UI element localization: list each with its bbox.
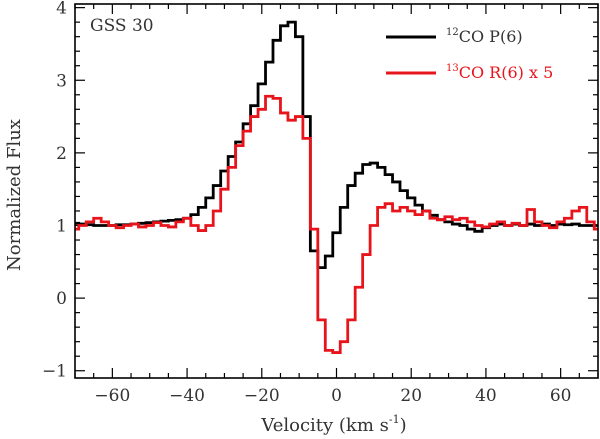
y-tick-label: 1 — [56, 216, 67, 236]
series-layer — [75, 20, 598, 354]
x-axis-title-sup: -1 — [389, 413, 400, 426]
legend-text-12co: CO P(6) — [459, 27, 523, 46]
legend-sup-12co: 12 — [446, 27, 459, 38]
y-axis-title: Normalized Flux — [4, 119, 25, 271]
x-tick-label: 40 — [475, 386, 497, 406]
x-tick-label: 0 — [331, 386, 342, 406]
y-tick-label: −1 — [42, 362, 67, 382]
series-12co-line — [75, 20, 598, 270]
x-tick-label: −60 — [94, 386, 130, 406]
y-tick-label: 3 — [56, 71, 67, 91]
legend-sup-13co: 13 — [446, 63, 459, 74]
x-tick-label: 60 — [550, 386, 572, 406]
x-tick-label: −20 — [244, 386, 280, 406]
legend-text-13co: CO R(6) x 5 — [459, 63, 554, 82]
y-tick-label: 2 — [56, 144, 67, 164]
x-axis-title-close: ) — [400, 415, 407, 436]
x-tick-label: 20 — [400, 386, 422, 406]
x-axis-title-base: Velocity (km s — [260, 415, 389, 436]
y-tick-label: 4 — [56, 0, 67, 19]
legend: 12CO P(6) 13CO R(6) x 5 — [386, 27, 553, 82]
x-tick-label: −40 — [169, 386, 205, 406]
legend-label-12co: 12CO P(6) — [446, 27, 523, 46]
annotation-label: GSS 30 — [90, 16, 154, 36]
plot-frame — [74, 3, 599, 379]
legend-label-13co: 13CO R(6) x 5 — [446, 63, 553, 82]
series-13co-line — [75, 94, 598, 354]
y-tick-label: 0 — [56, 289, 67, 309]
x-axis-title: Velocity (km s-1) — [260, 413, 406, 436]
